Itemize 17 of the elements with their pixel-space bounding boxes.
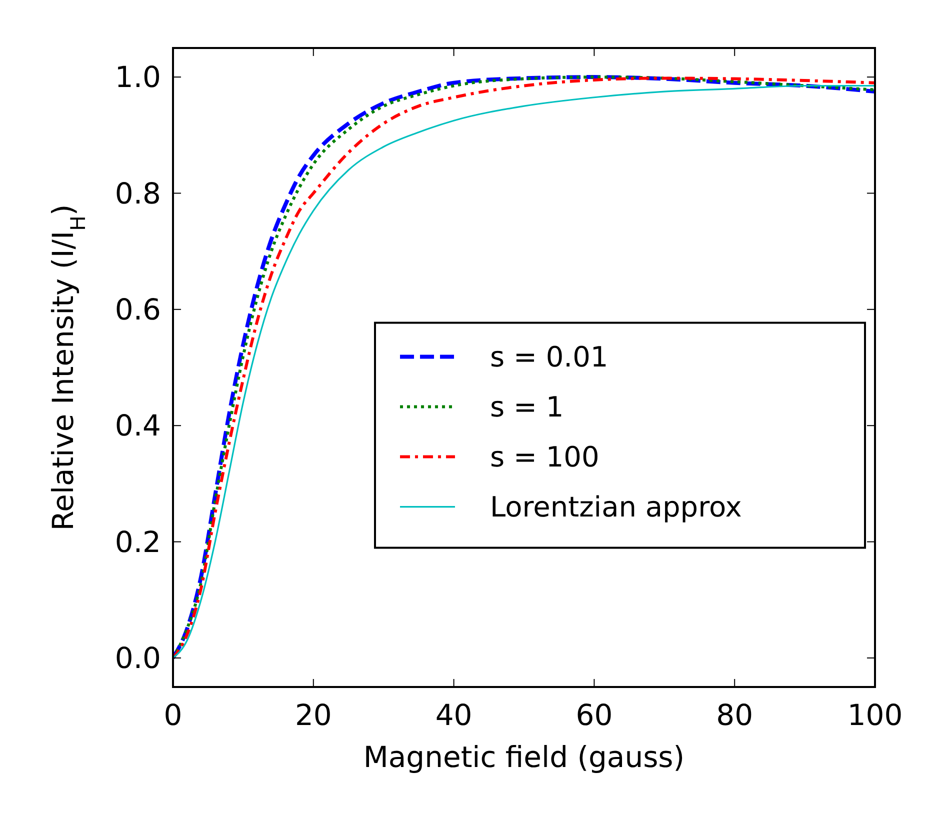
y-tick-label: 1.0 [114,60,161,94]
x-tick-label: 100 [847,698,903,732]
x-tick-label: 0 [164,698,182,732]
x-tick-label: 80 [716,698,754,732]
y-tick-label: 0.2 [114,524,161,559]
y-tick-label: 0.4 [114,408,161,443]
legend-label: s = 100 [490,440,600,474]
x-tick-label: 20 [294,698,332,732]
y-tick-label: 0.0 [114,641,161,676]
legend-label: Lorentzian approx [490,490,742,524]
x-tick-label: 60 [576,698,613,732]
legend-label: s = 0.01 [490,340,608,374]
y-tick-label: 0.8 [114,176,161,210]
x-tick-label: 40 [435,698,472,732]
y-tick-label: 0.6 [114,292,161,327]
x-axis-title: Magnetic field (gauss) [363,740,685,774]
legend-label: s = 1 [490,390,564,424]
